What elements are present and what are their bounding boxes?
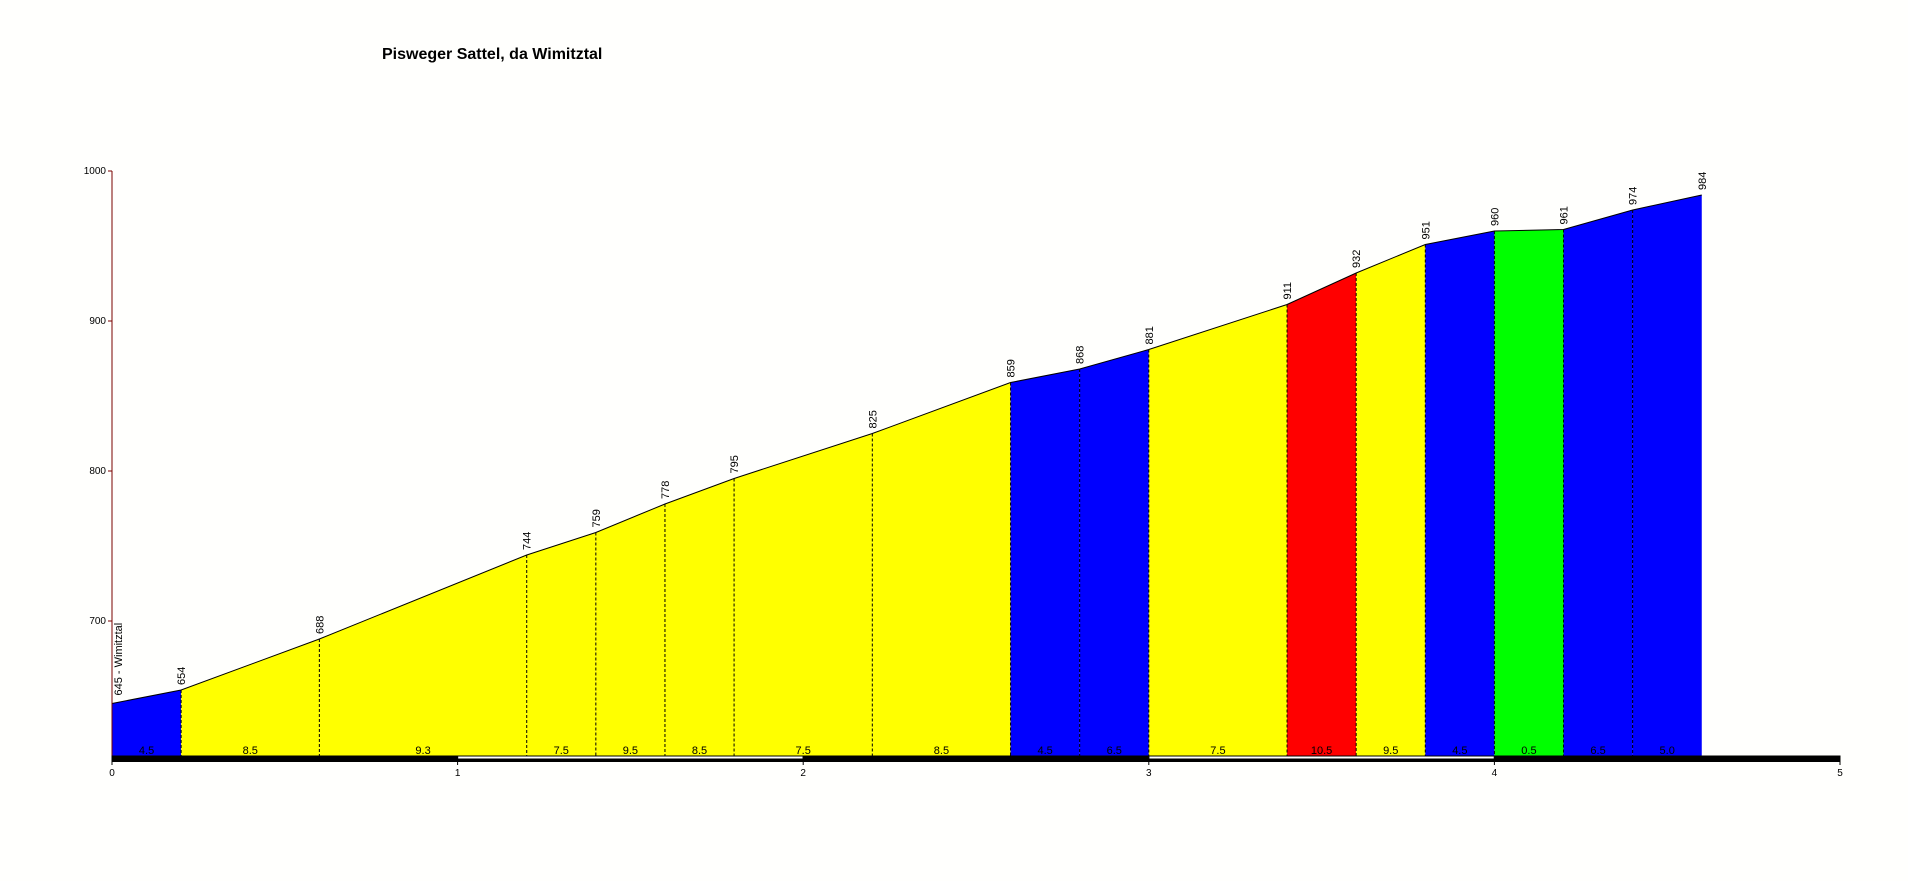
y-tick-label: 700 [89,616,106,627]
x-scale-bar-bottom [1494,759,1840,762]
elevation-label: 984 [1697,172,1709,190]
gradient-segment [1563,210,1633,756]
gradient-segment [1356,244,1426,756]
gradient-label: 4.5 [1452,745,1467,757]
gradient-label: 5.0 [1660,745,1675,757]
gradient-segment [526,532,596,756]
x-tick-label: 0 [109,768,115,779]
y-tick-label: 1000 [84,166,107,177]
elevation-label: 961 [1559,206,1571,224]
x-tick-label: 5 [1837,768,1843,779]
gradient-label: 10.5 [1311,745,1332,757]
x-tick-label: 1 [455,768,461,779]
x-scale-bar-bottom [803,759,1149,762]
gradient-segment [1494,229,1564,756]
gradient-segment [319,555,527,756]
gradient-segment [1010,369,1080,756]
x-tick-label: 3 [1146,768,1152,779]
elevation-label: 744 [522,532,534,550]
elevation-label: 859 [1006,359,1018,377]
profile-line [111,194,1702,704]
gradient-label: 8.5 [934,745,949,757]
elevation-label: 868 [1075,346,1087,364]
gradient-segment [595,504,665,756]
x-scale-bar-bottom [1148,759,1495,762]
gradient-label: 7.5 [1210,745,1225,757]
elevation-label: 778 [660,481,672,499]
gradient-label: 6.5 [1107,745,1122,757]
x-tick-label: 4 [1492,768,1498,779]
elevation-label: 951 [1420,221,1432,239]
gradient-segment [1148,304,1288,756]
gradient-segment [734,433,873,756]
gradient-segment [181,639,320,756]
gradient-label: 9.5 [623,745,638,757]
gradient-segment [1425,231,1495,756]
elevation-label: 932 [1351,250,1363,268]
gradient-segment [1632,195,1702,756]
gradient-label: 7.5 [554,745,569,757]
gradient-label: 9.5 [1383,745,1398,757]
gradient-segment [664,478,735,756]
gradient-label: 4.5 [1037,745,1052,757]
x-scale-bar [111,755,459,760]
gradient-label: 8.5 [243,745,258,757]
chart-title: Pisweger Sattel, da Wimitztal [382,46,602,63]
x-scale-bar-bottom [457,759,804,762]
gradient-label: 4.5 [139,745,154,757]
elevation-label: 825 [867,410,879,428]
gradient-segment [112,690,182,756]
gradient-label: 7.5 [796,745,811,757]
elevation-label: 654 [176,667,188,685]
elevation-label: 759 [591,509,603,527]
gradient-label: 8.5 [692,745,707,757]
start-elevation-label: 645 - Wimitztal [113,623,125,696]
x-scale-bar-bottom [112,759,458,762]
gradient-segment [1287,273,1357,756]
elevation-label: 911 [1282,282,1294,300]
elevation-label: 960 [1489,208,1501,226]
elevation-label: 881 [1144,326,1156,344]
elevation-label: 974 [1628,187,1640,205]
x-tick-label: 2 [800,768,806,779]
gradient-label: 6.5 [1590,745,1605,757]
gradient-segment [872,382,1011,756]
y-tick-label: 900 [89,316,106,327]
elevation-label: 795 [729,455,741,473]
x-scale-bar [802,755,1150,760]
gradient-label: 9.3 [415,745,430,757]
gradient-label: 0.5 [1521,745,1536,757]
gradient-segment [1079,349,1149,756]
elevation-label: 688 [314,616,326,634]
y-tick-label: 800 [89,466,106,477]
